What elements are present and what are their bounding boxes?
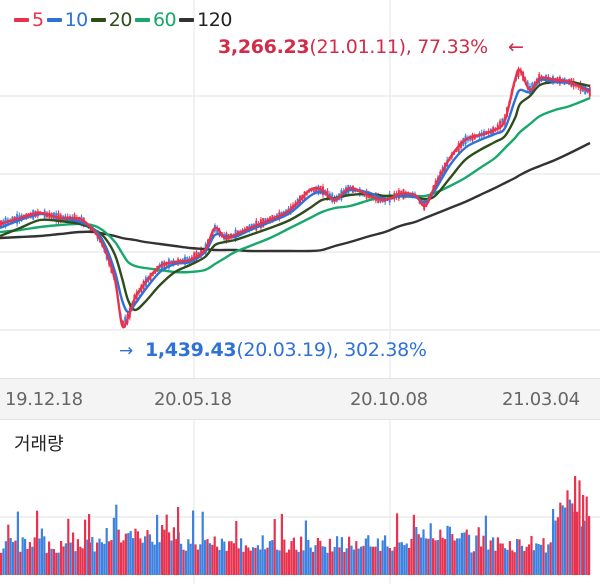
left-arrow-icon: ← (508, 36, 524, 58)
min-price-detail: (20.03.19), 302.38% (236, 339, 427, 361)
legend-label: 10 (64, 9, 89, 31)
legend-item-ma10[interactable]: 10 (46, 9, 89, 31)
legend-swatch-icon (46, 18, 62, 22)
legend-swatch-icon (179, 18, 195, 22)
ma-line-5 (0, 68, 591, 329)
legend-label: 120 (197, 9, 232, 31)
legend-item-ma60[interactable]: 60 (134, 9, 177, 31)
volume-bars (0, 476, 591, 575)
legend-swatch-icon (90, 18, 106, 22)
legend-label: 60 (152, 9, 177, 31)
legend-swatch-icon (14, 18, 29, 22)
legend-swatch-icon (134, 18, 150, 22)
min-price-value: 1,439.43 (144, 339, 237, 361)
ma-line-120 (0, 141, 591, 253)
moving-average-lines (0, 68, 591, 329)
x-tick: 20.05.18 (154, 389, 232, 410)
x-tick: 20.10.08 (350, 389, 428, 410)
candlesticks (0, 66, 591, 329)
x-tick: 21.03.04 (502, 389, 580, 410)
legend: 5 10 20 60 120 (14, 8, 235, 32)
x-axis: 19.12.18 20.05.18 20.10.08 21.03.04 (0, 378, 600, 420)
min-price-annotation: → 1,439.43(20.03.19), 302.38% (119, 339, 427, 361)
legend-item-ma5[interactable]: 5 (14, 9, 44, 31)
max-price-value: 3,266.23 (218, 36, 310, 58)
price-chart (0, 0, 600, 378)
volume-chart (0, 419, 600, 584)
legend-label: 20 (108, 9, 133, 31)
legend-label: 5 (32, 9, 44, 31)
ma-line-10 (0, 78, 591, 314)
max-price-annotation: 3,266.23(21.01.11), 77.33% (218, 36, 488, 58)
legend-item-ma120[interactable]: 120 (179, 9, 232, 31)
ma-line-60 (0, 96, 591, 274)
x-tick: 19.12.18 (5, 389, 83, 410)
max-price-detail: (21.01.11), 77.33% (309, 36, 488, 58)
volume-title: 거래량 (14, 434, 64, 455)
right-arrow-icon: → (119, 341, 133, 361)
legend-item-ma20[interactable]: 20 (90, 9, 133, 31)
ma-line-20 (0, 80, 591, 312)
